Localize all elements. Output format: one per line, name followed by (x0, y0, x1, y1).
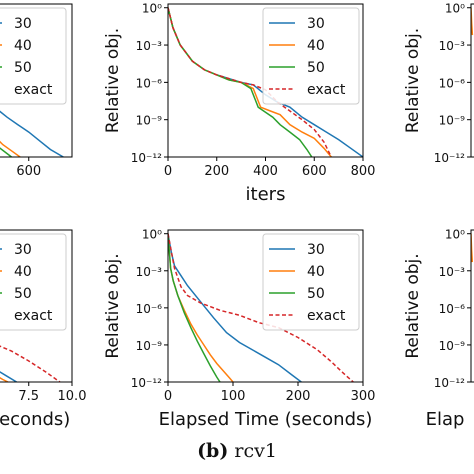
plot-frame (167, 229, 364, 383)
legend-label-exact: exact (307, 308, 346, 324)
y-axis-label: Relative obj. (103, 28, 123, 133)
y-tick-label: 10⁰ (142, 228, 162, 242)
legend-label-30: 30 (14, 16, 32, 32)
plot-frame (470, 229, 474, 383)
series-line-exact (168, 7, 332, 157)
series-line-50 (168, 233, 221, 382)
y-tick-label: 10⁻⁶ (136, 76, 163, 90)
y-axis-label: Relative obj. (403, 253, 423, 358)
legend-label-40: 40 (307, 38, 325, 54)
y-tick-label: 10⁻⁹ (136, 114, 163, 128)
x-tick-label: 0 (164, 389, 172, 404)
chart-right-partial-top: 10⁰ 10⁻³ 10⁻⁶ 10⁻⁹ 10⁻¹² Relative obj. (403, 2, 474, 165)
plot-frame (0, 229, 73, 383)
legend-label-40: 40 (14, 264, 32, 280)
figure-caption: (b) rcv1 (0, 440, 474, 462)
x-tick-label: 7.5 (18, 389, 39, 404)
y-tick-label: 10⁻³ (136, 39, 163, 53)
y-axis-label: Relative obj. (403, 28, 423, 133)
x-tick-label: 600 (16, 164, 41, 179)
x-tick-label: 0 (164, 164, 172, 179)
x-tick-label: 600 (302, 164, 327, 179)
x-tick-label: 10.0 (58, 389, 87, 404)
y-tick-label: 10⁻¹² (434, 376, 465, 390)
y-tick-label: 10⁻¹² (131, 376, 162, 390)
chart-iters-left-partial: 600 30 40 50 exact (0, 3, 73, 179)
legend-label-30: 30 (14, 242, 32, 258)
plot-frame (0, 3, 73, 158)
series-line-exact (168, 233, 354, 382)
y-tick-label: 10⁰ (142, 2, 162, 16)
y-tick-label: 10⁰ (445, 2, 465, 16)
series-line-40 (0, 377, 9, 382)
legend: 30 40 50 exact (262, 7, 360, 105)
x-axis-label: Elapsed Time (seconds) (159, 409, 373, 430)
chart-right-partial-bottom: 10⁰ 10⁻³ 10⁻⁶ 10⁻⁹ 10⁻¹² Relative obj. Elap (403, 228, 474, 430)
legend-label-50: 50 (14, 286, 32, 302)
y-tick-label: 10⁻⁶ (136, 302, 163, 316)
legend: 30 40 50 exact (0, 233, 67, 331)
series-line-40 (0, 140, 21, 157)
y-tick-label: 10⁻⁶ (439, 76, 466, 90)
series-line-exact (0, 345, 61, 382)
x-tick-label: 400 (253, 164, 278, 179)
x-axis-label: iters (246, 184, 286, 205)
y-tick-label: 10⁻⁹ (439, 339, 466, 353)
legend-label-50: 50 (307, 60, 325, 76)
x-tick-label: 300 (351, 389, 376, 404)
chart-time-left-partial: 7.5 10.0 seconds) 30 40 50 exact (0, 229, 87, 430)
chart-time-main: 10⁰ 10⁻³ 10⁻⁶ 10⁻⁹ 10⁻¹²0 100 200 300 Relative o… (103, 228, 375, 430)
legend-label-40: 40 (14, 38, 32, 54)
y-tick-label: 10⁻¹² (131, 151, 162, 165)
y-tick-label: 10⁻³ (439, 39, 466, 53)
x-tick-label: 200 (204, 164, 229, 179)
legend: 30 40 50 exact (262, 233, 360, 331)
legend-label-30: 30 (307, 242, 325, 258)
legend-label-exact: exact (14, 82, 53, 98)
legend-box (0, 233, 67, 331)
series-line-30 (168, 233, 302, 382)
chart-iters-main: 10⁰ 10⁻³ 10⁻⁶ 10⁻⁹ 10⁻¹²0 200 400 600 800 Relativ… (103, 2, 375, 205)
series-line-40 (168, 233, 234, 382)
series-line-30 (0, 110, 64, 157)
series-line-50 (0, 147, 12, 157)
legend: 30 40 50 exact (0, 7, 67, 105)
x-tick-label: 800 (351, 164, 376, 179)
y-axis-label: Relative obj. (103, 253, 123, 358)
legend-label-40: 40 (307, 264, 325, 280)
y-tick-label: 10⁻⁹ (439, 114, 466, 128)
y-tick-label: 10⁰ (445, 228, 465, 242)
x-axis-label: seconds) (0, 409, 70, 430)
legend-box (0, 7, 67, 105)
legend-label-50: 50 (307, 286, 325, 302)
y-tick-label: 10⁻⁹ (136, 339, 163, 353)
legend-label-50: 50 (14, 60, 32, 76)
y-tick-label: 10⁻³ (439, 265, 466, 279)
y-tick-label: 10⁻³ (136, 265, 163, 279)
legend-box (262, 7, 360, 105)
y-tick-label: 10⁻¹² (434, 151, 465, 165)
legend-label-exact: exact (14, 308, 53, 324)
x-tick-label: 100 (221, 389, 246, 404)
x-axis-label: Elap (426, 409, 465, 430)
series-line-30 (0, 371, 17, 382)
y-tick-label: 10⁻⁶ (439, 302, 466, 316)
x-tick-label: 200 (286, 389, 311, 404)
legend-box (262, 233, 360, 331)
legend-label-exact: exact (307, 82, 346, 98)
caption-label: (b) (197, 440, 229, 462)
caption-dataset: rcv1 (234, 440, 277, 462)
plot-frame (470, 3, 474, 158)
legend-label-30: 30 (307, 16, 325, 32)
